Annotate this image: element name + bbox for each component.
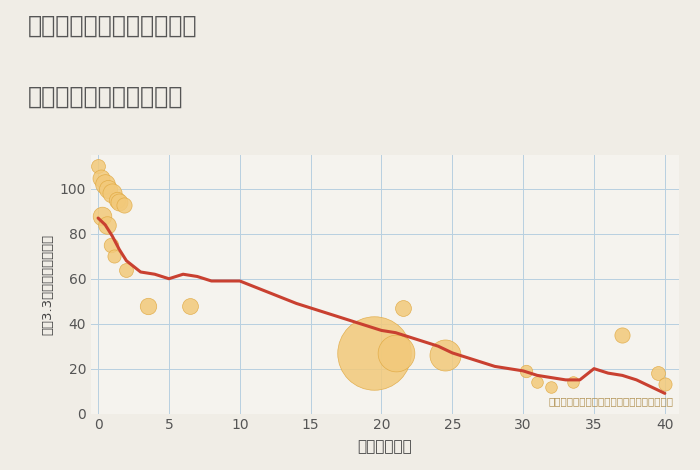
Text: 築年数別中古戸建て価格: 築年数別中古戸建て価格 xyxy=(28,85,183,109)
Point xyxy=(440,352,451,359)
Point xyxy=(532,378,543,386)
Point xyxy=(105,241,116,249)
Point xyxy=(101,221,112,228)
Point xyxy=(520,367,531,375)
Text: 三重県四日市市東坂部町の: 三重県四日市市東坂部町の xyxy=(28,14,197,38)
Point xyxy=(546,383,557,391)
Point xyxy=(99,180,111,188)
Point xyxy=(111,196,122,204)
Point xyxy=(113,198,125,206)
Point xyxy=(397,304,408,312)
Text: 円の大きさは、取引のあった物件面積を示す: 円の大きさは、取引のあった物件面積を示す xyxy=(548,396,673,406)
Point xyxy=(390,349,401,357)
Point xyxy=(652,369,664,377)
X-axis label: 築年数（年）: 築年数（年） xyxy=(358,439,412,454)
Point xyxy=(121,266,132,274)
Point xyxy=(95,174,106,181)
Point xyxy=(142,302,153,309)
Point xyxy=(659,381,671,388)
Point xyxy=(617,331,628,339)
Point xyxy=(108,252,119,260)
Point xyxy=(102,185,113,193)
Point xyxy=(567,378,578,386)
Point xyxy=(97,212,108,219)
Y-axis label: 坪（3.3㎡）単価（万円）: 坪（3.3㎡）単価（万円） xyxy=(41,234,54,335)
Point xyxy=(185,302,196,309)
Point xyxy=(369,349,380,357)
Point xyxy=(106,189,118,197)
Point xyxy=(92,163,104,170)
Point xyxy=(118,201,130,208)
